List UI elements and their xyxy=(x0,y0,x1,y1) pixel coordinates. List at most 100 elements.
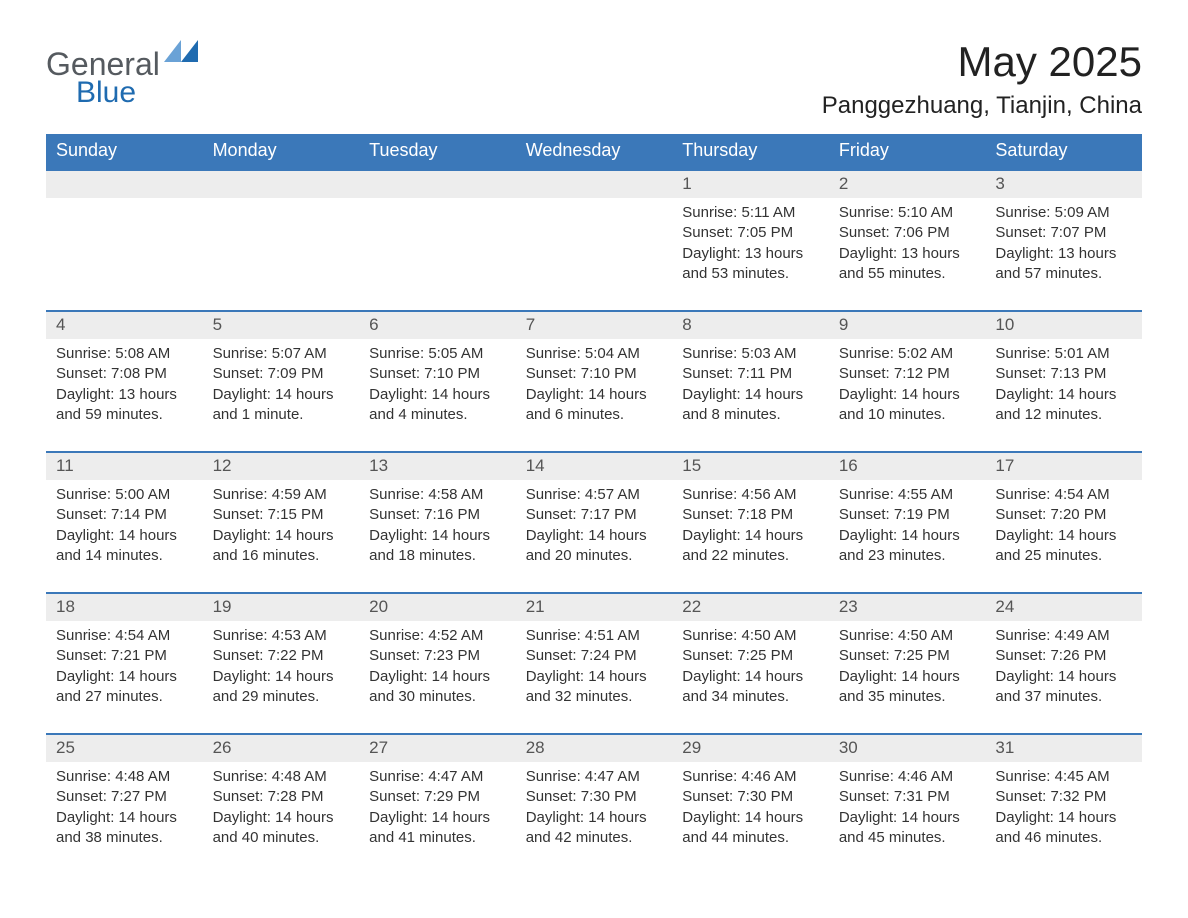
day-number: 2 xyxy=(829,171,986,198)
day-content xyxy=(203,198,360,288)
day-detail-line: Sunrise: 4:59 AM xyxy=(213,485,350,505)
day-detail-line: Sunset: 7:28 PM xyxy=(213,787,350,807)
weekday-header: Sunday xyxy=(46,134,203,169)
day-detail-line: Sunrise: 4:55 AM xyxy=(839,485,976,505)
day-detail-line: Sunrise: 4:46 AM xyxy=(682,767,819,787)
weekday-header: Tuesday xyxy=(359,134,516,169)
day-content: Sunrise: 4:50 AMSunset: 7:25 PMDaylight:… xyxy=(829,621,986,711)
day-number: 16 xyxy=(829,453,986,480)
day-detail-line: Sunrise: 5:07 AM xyxy=(213,344,350,364)
day-detail-line: Daylight: 14 hours and 42 minutes. xyxy=(526,808,663,849)
day-detail-line: Sunset: 7:30 PM xyxy=(682,787,819,807)
day-detail-line: Daylight: 14 hours and 44 minutes. xyxy=(682,808,819,849)
day-detail-line: Sunrise: 4:50 AM xyxy=(682,626,819,646)
day-detail-line: Sunset: 7:25 PM xyxy=(682,646,819,666)
day-detail-line: Sunset: 7:25 PM xyxy=(839,646,976,666)
day-number-row: 123 xyxy=(46,171,1142,198)
day-number: 29 xyxy=(672,735,829,762)
day-number: 21 xyxy=(516,594,673,621)
day-content: Sunrise: 5:07 AMSunset: 7:09 PMDaylight:… xyxy=(203,339,360,429)
day-number xyxy=(516,171,673,198)
week-row: 45678910Sunrise: 5:08 AMSunset: 7:08 PMD… xyxy=(46,310,1142,429)
day-detail-line: Sunrise: 5:09 AM xyxy=(995,203,1132,223)
day-detail-line: Daylight: 14 hours and 14 minutes. xyxy=(56,526,193,567)
day-detail-line: Sunset: 7:24 PM xyxy=(526,646,663,666)
day-detail-line: Sunset: 7:07 PM xyxy=(995,223,1132,243)
week-row: 25262728293031Sunrise: 4:48 AMSunset: 7:… xyxy=(46,733,1142,852)
day-number xyxy=(46,171,203,198)
day-content: Sunrise: 5:01 AMSunset: 7:13 PMDaylight:… xyxy=(985,339,1142,429)
day-detail-line: Sunset: 7:31 PM xyxy=(839,787,976,807)
day-detail-line: Daylight: 14 hours and 34 minutes. xyxy=(682,667,819,708)
day-detail-line: Daylight: 14 hours and 12 minutes. xyxy=(995,385,1132,426)
day-detail-line: Sunrise: 5:04 AM xyxy=(526,344,663,364)
day-detail-line: Sunrise: 4:48 AM xyxy=(213,767,350,787)
day-detail-line: Sunset: 7:12 PM xyxy=(839,364,976,384)
day-detail-line: Daylight: 13 hours and 57 minutes. xyxy=(995,244,1132,285)
day-number: 25 xyxy=(46,735,203,762)
day-number: 13 xyxy=(359,453,516,480)
day-number: 9 xyxy=(829,312,986,339)
day-content: Sunrise: 4:47 AMSunset: 7:29 PMDaylight:… xyxy=(359,762,516,852)
day-content xyxy=(46,198,203,288)
day-detail-line: Daylight: 14 hours and 46 minutes. xyxy=(995,808,1132,849)
day-detail-line: Daylight: 14 hours and 35 minutes. xyxy=(839,667,976,708)
day-content: Sunrise: 5:09 AMSunset: 7:07 PMDaylight:… xyxy=(985,198,1142,288)
day-number: 17 xyxy=(985,453,1142,480)
day-detail-line: Sunrise: 4:57 AM xyxy=(526,485,663,505)
day-content: Sunrise: 4:50 AMSunset: 7:25 PMDaylight:… xyxy=(672,621,829,711)
day-number: 12 xyxy=(203,453,360,480)
day-content: Sunrise: 4:56 AMSunset: 7:18 PMDaylight:… xyxy=(672,480,829,570)
day-content: Sunrise: 4:47 AMSunset: 7:30 PMDaylight:… xyxy=(516,762,673,852)
day-detail-line: Sunrise: 4:58 AM xyxy=(369,485,506,505)
day-detail-line: Daylight: 13 hours and 55 minutes. xyxy=(839,244,976,285)
day-content xyxy=(516,198,673,288)
day-detail-line: Sunrise: 4:51 AM xyxy=(526,626,663,646)
day-number: 30 xyxy=(829,735,986,762)
day-detail-line: Sunset: 7:11 PM xyxy=(682,364,819,384)
day-content: Sunrise: 4:58 AMSunset: 7:16 PMDaylight:… xyxy=(359,480,516,570)
day-detail-line: Sunset: 7:22 PM xyxy=(213,646,350,666)
day-content: Sunrise: 5:05 AMSunset: 7:10 PMDaylight:… xyxy=(359,339,516,429)
day-detail-line: Daylight: 14 hours and 41 minutes. xyxy=(369,808,506,849)
day-content-row: Sunrise: 5:11 AMSunset: 7:05 PM Daylight:… xyxy=(46,198,1142,288)
day-detail-line: Sunrise: 4:53 AM xyxy=(213,626,350,646)
day-number-row: 18192021222324 xyxy=(46,594,1142,621)
day-detail-line: Sunset: 7:21 PM xyxy=(56,646,193,666)
day-detail-line: Sunrise: 4:49 AM xyxy=(995,626,1132,646)
day-content: Sunrise: 4:54 AMSunset: 7:21 PMDaylight:… xyxy=(46,621,203,711)
day-detail-line: Sunrise: 4:46 AM xyxy=(839,767,976,787)
week-row: 11121314151617Sunrise: 5:00 AMSunset: 7:… xyxy=(46,451,1142,570)
week-row: 123 Sunrise: 5:11 AMSunset: 7:05 PM Daylig… xyxy=(46,169,1142,288)
weekday-header: Wednesday xyxy=(516,134,673,169)
day-content: Sunrise: 4:48 AMSunset: 7:27 PMDaylight:… xyxy=(46,762,203,852)
day-number: 1 xyxy=(672,171,829,198)
day-detail-line: Daylight: 13 hours and 59 minutes. xyxy=(56,385,193,426)
page-subtitle: Panggezhuang, Tianjin, China xyxy=(822,92,1142,120)
day-detail-line: Sunset: 7:08 PM xyxy=(56,364,193,384)
day-number-row: 25262728293031 xyxy=(46,735,1142,762)
day-number: 28 xyxy=(516,735,673,762)
day-detail-line: Sunset: 7:19 PM xyxy=(839,505,976,525)
day-detail-line: Sunset: 7:09 PM xyxy=(213,364,350,384)
day-number: 20 xyxy=(359,594,516,621)
day-detail-line: Sunrise: 5:03 AM xyxy=(682,344,819,364)
day-detail-line: Sunrise: 4:50 AM xyxy=(839,626,976,646)
day-detail-line: Sunset: 7:17 PM xyxy=(526,505,663,525)
day-detail-line: Sunset: 7:15 PM xyxy=(213,505,350,525)
day-number: 27 xyxy=(359,735,516,762)
day-detail-line: Daylight: 14 hours and 38 minutes. xyxy=(56,808,193,849)
day-detail-line: Daylight: 14 hours and 16 minutes. xyxy=(213,526,350,567)
brand-text-2: Blue xyxy=(76,78,198,108)
day-detail-line: Sunset: 7:05 PM xyxy=(682,223,819,243)
day-detail-line: Sunrise: 4:47 AM xyxy=(526,767,663,787)
day-detail-line: Daylight: 14 hours and 37 minutes. xyxy=(995,667,1132,708)
day-content: Sunrise: 5:08 AMSunset: 7:08 PMDaylight:… xyxy=(46,339,203,429)
day-detail-line: Sunrise: 4:47 AM xyxy=(369,767,506,787)
day-detail-line: Sunrise: 4:48 AM xyxy=(56,767,193,787)
day-detail-line: Daylight: 14 hours and 40 minutes. xyxy=(213,808,350,849)
day-detail-line: Daylight: 14 hours and 8 minutes. xyxy=(682,385,819,426)
day-number: 18 xyxy=(46,594,203,621)
day-content: Sunrise: 4:55 AMSunset: 7:19 PMDaylight:… xyxy=(829,480,986,570)
day-detail-line: Sunrise: 5:11 AM xyxy=(682,203,819,223)
